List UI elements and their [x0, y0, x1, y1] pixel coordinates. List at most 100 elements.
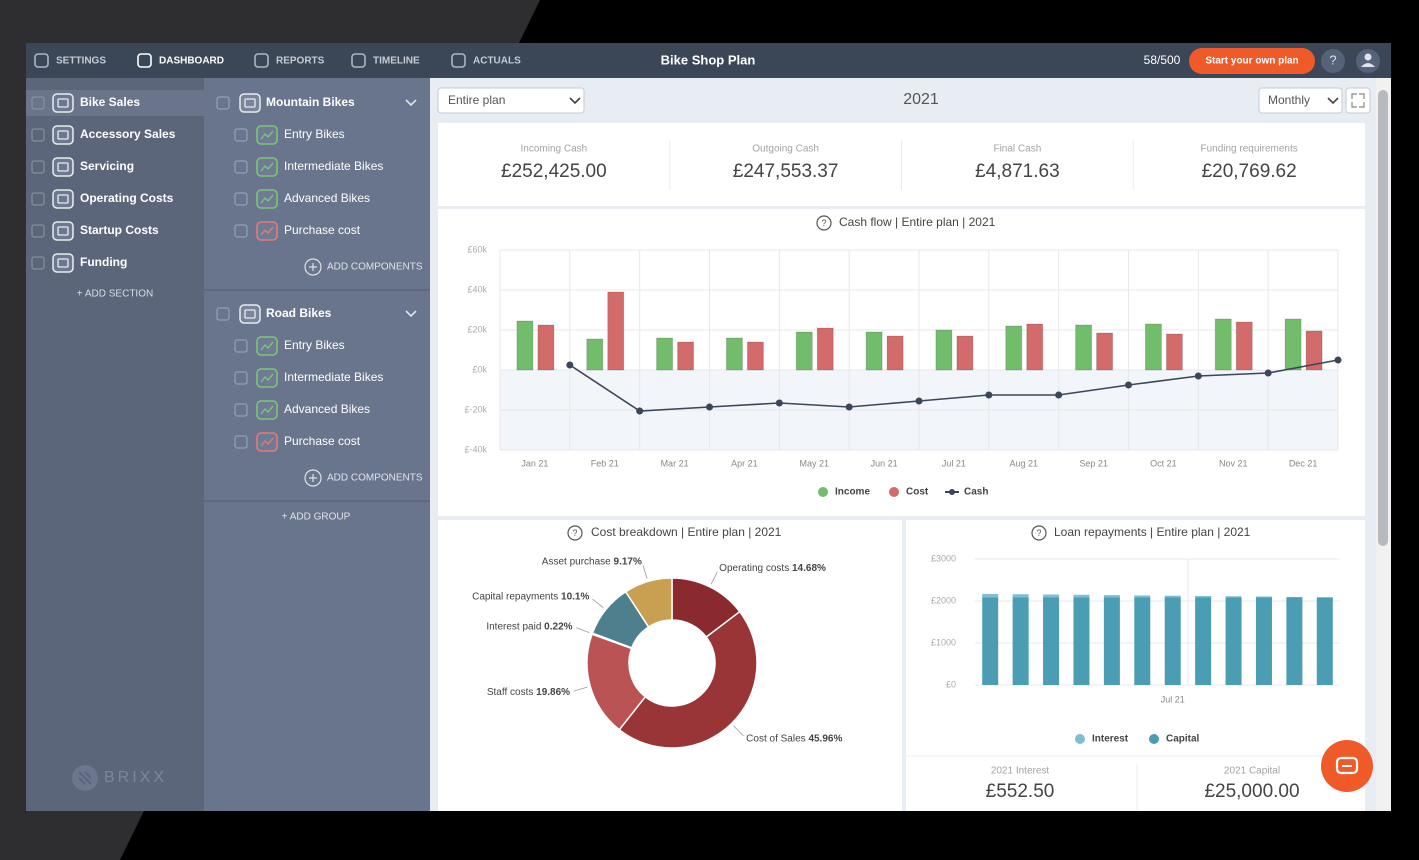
bar-segment — [1195, 597, 1212, 685]
component-glyph — [260, 226, 274, 236]
help-button[interactable]: ? — [1321, 49, 1345, 73]
nav-label: SETTINGS — [56, 56, 106, 67]
bar-segment — [1255, 597, 1272, 685]
add-group[interactable]: + ADD GROUP — [282, 512, 351, 523]
cash-point — [706, 403, 713, 411]
bar — [865, 331, 883, 371]
y-tick-label: £0 — [946, 679, 956, 689]
cash-point — [915, 397, 923, 405]
kpi-label: 2021 Capital — [1224, 766, 1280, 777]
slice-value: 9.17% — [614, 556, 642, 567]
item-icon-inner — [244, 309, 256, 319]
component-icon — [256, 221, 278, 241]
cta-button[interactable]: Start your own plan — [1189, 48, 1315, 74]
bar-segment — [1103, 595, 1120, 598]
expand-button[interactable] — [1345, 87, 1371, 114]
cash-point — [636, 407, 644, 415]
component-item[interactable]: Advanced Bikes — [234, 189, 370, 209]
item-icon-inner — [244, 98, 256, 108]
nav-item[interactable]: DASHBOARD — [137, 53, 224, 68]
component-item[interactable]: Advanced Bikes — [234, 400, 370, 420]
section-item[interactable]: Accessory Sales — [31, 125, 176, 145]
add-plus — [309, 474, 317, 482]
x-tick-label: Oct 21 — [1150, 458, 1177, 468]
add-icon — [304, 258, 322, 276]
checkbox — [31, 256, 45, 270]
section-item[interactable]: Startup Costs — [31, 221, 159, 241]
logo-glyph — [78, 771, 92, 785]
bar — [1284, 318, 1302, 371]
checkbox — [31, 128, 45, 142]
item-icon-inner — [57, 194, 69, 204]
bar-segment — [982, 593, 999, 598]
component-label: Intermediate Bikes — [284, 159, 383, 173]
scope-dropdown[interactable]: Entire plan — [437, 87, 585, 114]
bar — [586, 338, 604, 371]
dropdown-bg — [1258, 87, 1343, 114]
legend-marker — [818, 487, 828, 497]
legend-label: Capital — [1166, 734, 1200, 745]
nav-item[interactable]: REPORTS — [254, 53, 325, 68]
y-tick-label: £-40k — [464, 444, 487, 454]
slice-name: Staff costs — [487, 687, 534, 698]
section-item[interactable]: Bike Sales — [31, 93, 140, 113]
add-components[interactable]: ADD COMPONENTS — [304, 469, 423, 487]
bar — [1026, 323, 1044, 371]
slice-label: Operating costs 14.68% — [719, 563, 826, 574]
period-dropdown[interactable]: Monthly — [1258, 87, 1343, 114]
kpi-value: £247,553.37 — [733, 161, 839, 182]
component-item[interactable]: Intermediate Bikes — [234, 368, 383, 388]
nav-item[interactable]: TIMELINE — [351, 53, 420, 68]
add-components[interactable]: ADD COMPONENTS — [304, 258, 423, 276]
scrollbar-thumb[interactable] — [1378, 90, 1388, 546]
nav-icon — [351, 53, 366, 68]
donut-slice — [624, 577, 673, 628]
slice-value: 10.1% — [561, 591, 589, 602]
component-glyph — [260, 194, 274, 204]
legend-marker — [949, 489, 955, 495]
nav-item[interactable]: SETTINGS — [34, 53, 106, 68]
checkbox — [234, 339, 248, 353]
cash-point — [775, 399, 783, 407]
year-label: 2021 — [903, 91, 939, 108]
component-glyph — [260, 130, 274, 140]
component-item[interactable]: Entry Bikes — [234, 336, 345, 356]
checkbox — [234, 224, 248, 238]
bar — [1144, 323, 1162, 371]
bar-segment — [1164, 595, 1181, 598]
nav-item[interactable]: ACTUALS — [451, 53, 521, 68]
help-label: ? — [1329, 52, 1336, 67]
user-button[interactable] — [1356, 49, 1380, 73]
add-section[interactable]: + ADD SECTION — [77, 289, 153, 300]
component-item[interactable]: Purchase cost — [234, 432, 361, 452]
group-header[interactable]: Mountain Bikes — [216, 93, 417, 113]
item-icon — [52, 189, 74, 209]
section-item[interactable]: Operating Costs — [31, 189, 174, 209]
chat-button[interactable] — [1321, 740, 1373, 792]
component-item[interactable]: Entry Bikes — [234, 125, 345, 145]
bar-segment — [1043, 597, 1060, 685]
legend-label: Interest — [1092, 734, 1129, 745]
section-item[interactable]: Servicing — [31, 157, 134, 177]
leader-line — [576, 627, 590, 633]
group-header[interactable]: Road Bikes — [216, 304, 417, 324]
dropdown-label: Entire plan — [448, 93, 505, 107]
component-label: Purchase cost — [284, 223, 361, 237]
bar — [1096, 332, 1114, 371]
section-item[interactable]: Funding — [31, 253, 127, 273]
bar — [725, 337, 743, 371]
bar — [656, 337, 674, 371]
user-body — [1361, 63, 1375, 67]
help-icon-q: ? — [821, 218, 826, 228]
bar-segment — [1012, 597, 1029, 685]
bar-segment — [1255, 596, 1272, 598]
checkbox — [31, 224, 45, 238]
component-item[interactable]: Intermediate Bikes — [234, 157, 383, 177]
component-label: Entry Bikes — [284, 127, 345, 141]
slice-label: Capital repayments 10.1% — [472, 591, 589, 602]
chevron — [405, 310, 417, 318]
nav-label: REPORTS — [276, 56, 325, 67]
bar-segment — [1073, 594, 1090, 598]
component-item[interactable]: Purchase cost — [234, 221, 361, 241]
